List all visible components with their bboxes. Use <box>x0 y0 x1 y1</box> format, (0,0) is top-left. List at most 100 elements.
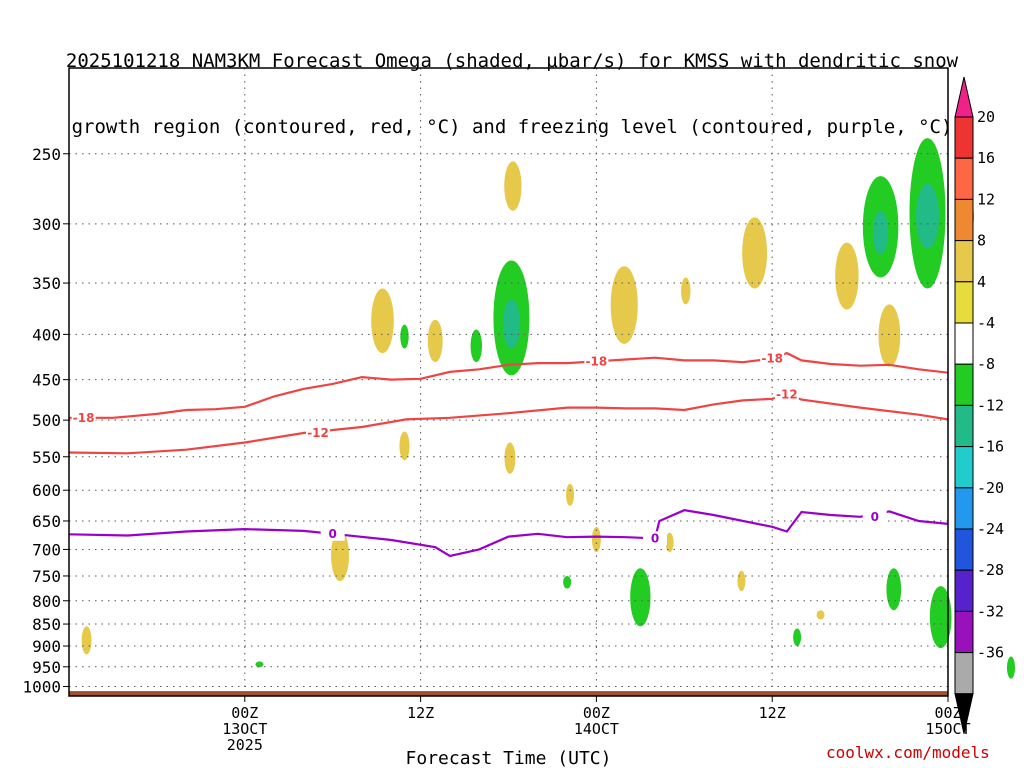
colorbar-label: -20 <box>977 479 1004 497</box>
colorbar-bin <box>954 528 974 571</box>
contour-layer: -18 -18 -18 -12 -12 0 0 0 <box>69 351 948 558</box>
omega-cell <box>665 532 674 553</box>
y-tick-label: 450 <box>32 371 61 390</box>
colorbar-arrow-low <box>954 693 974 734</box>
omega-cell <box>878 304 901 367</box>
title-line-2: growth region (contoured, red, °C) and f… <box>71 116 953 138</box>
contour-label: 0 <box>329 527 337 541</box>
contour-label-bg <box>774 387 799 402</box>
contour-label-bg <box>584 354 609 369</box>
colorbar-label: 16 <box>977 149 995 167</box>
colorbar-bin <box>954 116 974 159</box>
omega-cell <box>793 628 802 647</box>
contour-label-bg <box>862 509 887 524</box>
colorbar-label: -8 <box>977 355 995 373</box>
contour-label: -12 <box>776 388 798 402</box>
x-tick-label: 2025 <box>227 736 263 754</box>
omega-cell <box>504 442 516 474</box>
omega-cell <box>1006 656 1015 679</box>
omega-cell <box>737 570 746 592</box>
omega-cell <box>816 610 825 620</box>
omega-cell <box>742 217 768 289</box>
x-tick-label: 00Z <box>934 704 961 722</box>
contour-label: -12 <box>307 426 329 440</box>
y-tick-label: 300 <box>32 215 61 234</box>
omega-cell <box>502 299 521 349</box>
colorbar-label: 8 <box>977 232 986 250</box>
y-tick-label: 250 <box>32 145 61 164</box>
x-tick-label: 13OCT <box>222 720 267 738</box>
y-tick-label: 550 <box>32 448 61 467</box>
colorbar-bin <box>954 652 974 695</box>
x-tick-label: 15OCT <box>925 720 970 738</box>
terrain-fill <box>69 691 948 696</box>
colorbar-label: -12 <box>977 396 1004 414</box>
omega-cell <box>81 626 92 655</box>
colorbar-bin <box>954 363 974 406</box>
omega-cell <box>371 288 394 354</box>
colorbar-label: -28 <box>977 561 1004 579</box>
omega-cell <box>872 210 889 255</box>
colorbar-label: 12 <box>977 190 995 208</box>
colorbar-label: -24 <box>977 520 1004 538</box>
omega-cell <box>427 319 443 363</box>
colorbar-bin <box>954 569 974 612</box>
y-tick-label: 700 <box>32 540 61 559</box>
colorbar-bin <box>954 198 974 242</box>
terrain-layer <box>69 691 948 696</box>
omega-cell <box>470 329 482 363</box>
colorbar-label: -4 <box>977 314 995 332</box>
colorbar-label: 4 <box>977 273 986 291</box>
y-tick-label: 500 <box>32 411 61 430</box>
colorbar-bin <box>954 322 974 365</box>
omega-cell <box>331 529 350 582</box>
colorbar-bin <box>954 446 974 489</box>
colorbar-bin <box>954 487 974 530</box>
contour--12 <box>69 393 948 455</box>
y-tick-label: 1000 <box>22 678 61 697</box>
contour-label: -18 <box>761 352 783 366</box>
y-tick-label: 350 <box>32 274 61 293</box>
y-axis-ticks: 250 300 350 400 450 500 550 600 650 700 750 800 850 9… <box>22 145 69 697</box>
contour-label-bg <box>320 526 345 541</box>
contour-label: 0 <box>871 510 879 524</box>
contour-label-bg <box>760 351 785 366</box>
omega-cell <box>563 575 572 589</box>
x-tick-label: 00Z <box>583 704 610 722</box>
omega-cell <box>681 277 691 305</box>
y-tick-label: 600 <box>32 481 61 500</box>
chart-title: 2025101218 NAM3KM Forecast Omega (shaded… <box>0 6 1024 160</box>
credit-text[interactable]: coolwx.com/models <box>826 743 990 762</box>
colorbar-label: -36 <box>977 644 1004 662</box>
omega-cell <box>610 266 638 344</box>
y-tick-label: 400 <box>32 325 61 344</box>
contour-label-bg <box>643 531 667 546</box>
y-tick-label: 750 <box>32 567 61 586</box>
y-tick-label: 900 <box>32 637 61 656</box>
colorbar-bin <box>954 610 974 654</box>
x-tick-label: 14OCT <box>574 720 619 738</box>
contour-label-bg <box>306 425 331 440</box>
omega-cell <box>504 161 522 211</box>
contour-label-bg <box>71 410 96 425</box>
colorbar: 20 16 12 8 4 -4 -8 -12 -16 -20 -24 -28 -32 -36 <box>954 76 1004 734</box>
omega-cell <box>929 586 952 649</box>
contour-label: -18 <box>73 411 95 425</box>
omega-cell <box>566 483 575 506</box>
colorbar-bin <box>954 404 974 448</box>
omega-cell <box>835 242 859 310</box>
omega-cell <box>916 183 939 249</box>
colorbar-bin <box>954 157 974 200</box>
omega-cell <box>886 568 902 611</box>
omega-cell <box>255 661 264 668</box>
omega-cell <box>630 568 651 627</box>
x-tick-label: 12Z <box>759 704 786 722</box>
colorbar-bin <box>954 281 974 324</box>
colorbar-arrow-high <box>954 76 974 118</box>
y-tick-label: 800 <box>32 592 61 611</box>
y-tick-label: 850 <box>32 615 61 634</box>
omega-shading-layer <box>81 138 1015 679</box>
y-tick-label: 650 <box>32 512 61 531</box>
colorbar-label: -16 <box>977 438 1004 456</box>
